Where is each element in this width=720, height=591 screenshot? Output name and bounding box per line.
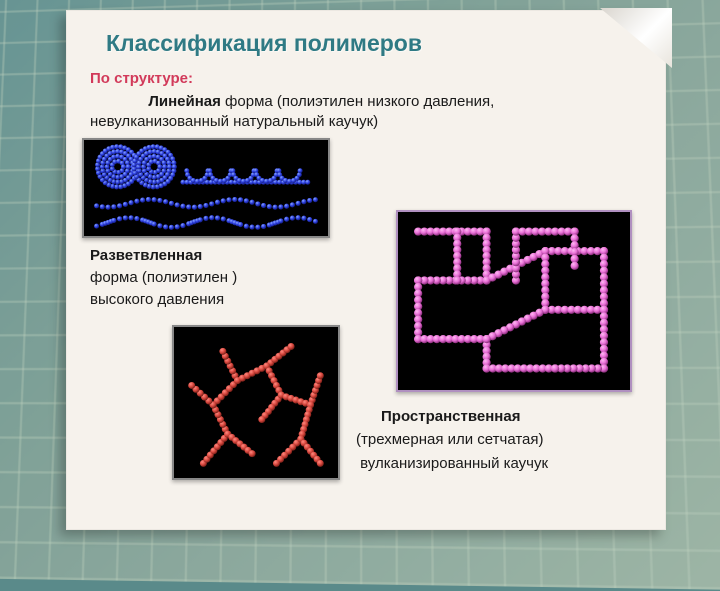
loops xyxy=(180,168,310,185)
wave-top xyxy=(94,197,318,210)
linear-chains xyxy=(94,144,318,230)
spatial-l3: вулканизированный каучук xyxy=(360,455,548,472)
branched-bold: Разветвленная xyxy=(90,247,202,264)
spatial-polymer-figure xyxy=(396,210,632,392)
page-curl xyxy=(600,8,672,68)
paper-surface: Классификация полимеров По структуре: Ли… xyxy=(66,10,666,530)
linear-bold: Линейная xyxy=(148,93,221,110)
spatial-bold: Пространственная xyxy=(381,408,520,425)
branched-chains xyxy=(188,343,324,467)
spatial-description: Пространственная (трехмерная или сетчата… xyxy=(356,405,548,475)
branched-l2: форма (полиэтилен ) xyxy=(90,269,237,286)
wave-bot xyxy=(94,215,318,230)
branched-description: Разветвленная форма (полиэтилен ) высоко… xyxy=(90,245,237,310)
linear-description: Линейная форма (полиэтилен низкого давле… xyxy=(90,92,630,133)
linear-polymer-figure xyxy=(82,138,330,238)
network-chains xyxy=(414,227,608,372)
branched-polymer-figure xyxy=(172,325,340,480)
spatial-l2: (трехмерная или сетчатая) xyxy=(356,431,544,448)
spiral-2 xyxy=(132,144,177,189)
branched-l3: высокого давления xyxy=(90,291,224,308)
section-heading: По структуре: xyxy=(90,70,193,87)
page-title: Классификация полимеров xyxy=(106,30,422,57)
